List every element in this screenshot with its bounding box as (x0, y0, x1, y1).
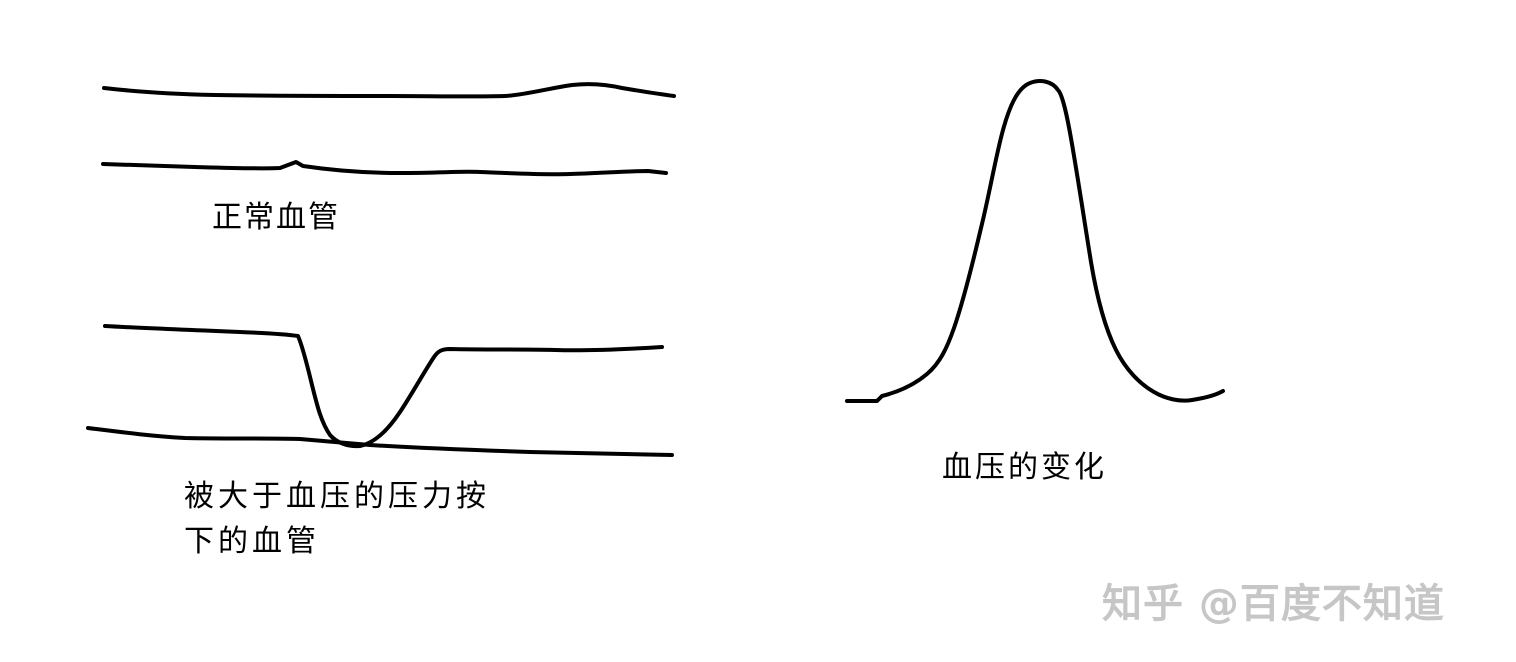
compressed-vessel-top-line (103, 324, 664, 449)
compressed-vessel-label: 被大于血压的压力按 下的血管 (184, 474, 490, 564)
compressed-vessel-label-line1: 被大于血压的压力按 (184, 479, 490, 514)
zhihu-watermark: 知乎 @百度不知道 (1102, 581, 1445, 627)
blood-pressure-curve-label: 血压的变化 (942, 450, 1107, 485)
blood-pressure-curve (845, 79, 1225, 403)
normal-vessel-bottom-line (101, 160, 668, 177)
compressed-vessel-label-line2: 下的血管 (184, 524, 320, 559)
normal-vessel-top-line (102, 82, 676, 99)
compressed-vessel-bottom-line (86, 426, 674, 457)
normal-vessel-label: 正常血管 (212, 200, 340, 235)
